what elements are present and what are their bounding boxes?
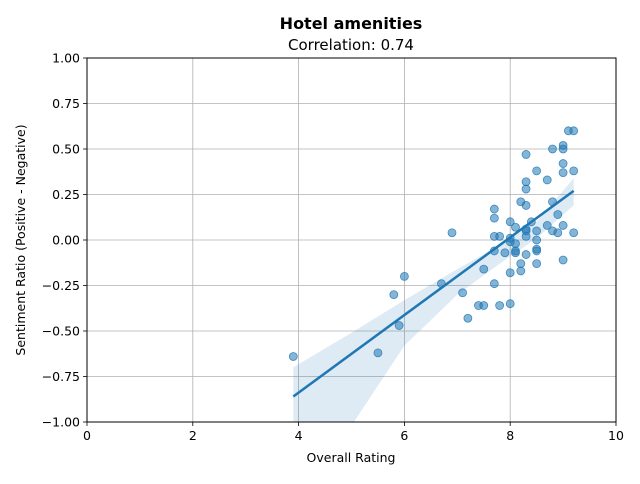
- x-tick-label: 0: [83, 428, 91, 443]
- data-point: [511, 248, 520, 258]
- y-axis-label: Sentiment Ratio (Positive - Negative): [13, 124, 28, 355]
- y-tick-label: 0.00: [52, 233, 80, 248]
- data-point: [394, 321, 404, 330]
- data-point: [500, 248, 510, 258]
- data-point: [511, 222, 520, 232]
- x-tick-label: 2: [189, 428, 197, 443]
- data-point: [511, 239, 520, 249]
- y-tick-label: −1.00: [42, 415, 80, 430]
- data-point: [542, 221, 552, 230]
- y-tick-label: 0.25: [52, 187, 80, 202]
- y-tick-label: −0.75: [42, 369, 80, 384]
- data-point: [288, 352, 298, 361]
- data-point: [558, 144, 568, 154]
- data-point: [553, 228, 563, 238]
- data-point: [558, 221, 568, 230]
- data-point: [532, 166, 542, 176]
- x-tick-label: 6: [400, 428, 408, 443]
- chart-title: Hotel amenities: [280, 14, 423, 33]
- data-point: [505, 217, 515, 227]
- y-tick-label: 0.75: [52, 96, 80, 111]
- x-axis-label: Overall Rating: [307, 450, 396, 465]
- regression-line-layer: [292, 189, 575, 398]
- data-point: [495, 231, 505, 241]
- x-tick-label: 10: [608, 428, 624, 443]
- data-point: [458, 288, 467, 298]
- data-point: [516, 266, 526, 276]
- data-point: [542, 175, 552, 185]
- data-points: [288, 126, 579, 361]
- regression-line: [292, 189, 575, 398]
- data-point: [558, 168, 568, 178]
- data-point: [505, 299, 515, 309]
- data-point: [516, 259, 526, 269]
- data-point: [389, 290, 399, 300]
- confidence-band-layer: [293, 178, 574, 422]
- y-tick-label: −0.25: [42, 278, 80, 293]
- data-point: [373, 348, 383, 358]
- data-point: [532, 259, 542, 269]
- data-point: [479, 301, 489, 310]
- y-tick-label: −0.50: [42, 324, 80, 339]
- data-point: [505, 268, 515, 278]
- data-point: [521, 231, 531, 241]
- data-point: [532, 246, 542, 256]
- data-point: [447, 228, 457, 238]
- chart-subtitle: Correlation: 0.74: [288, 36, 414, 54]
- data-point: [479, 264, 489, 274]
- data-point: [463, 313, 473, 323]
- x-axis-ticks: 0 2 4 6 8 10: [83, 422, 624, 443]
- y-tick-label: 1.00: [52, 51, 80, 66]
- data-point: [521, 150, 531, 159]
- data-point: [521, 184, 531, 194]
- y-tick-label: 0.50: [52, 142, 80, 157]
- data-point: [569, 228, 579, 238]
- data-point: [569, 126, 579, 136]
- data-point: [399, 271, 409, 281]
- data-point: [489, 204, 499, 214]
- data-point: [521, 201, 531, 210]
- data-point: [521, 177, 531, 187]
- data-point: [558, 255, 568, 265]
- data-point: [532, 226, 542, 236]
- x-tick-label: 4: [295, 428, 303, 443]
- y-axis-ticks: −1.00 −0.75 −0.50 −0.25 0.00 0.25 0.50 0.75 1.00: [42, 51, 87, 430]
- data-point: [489, 213, 499, 223]
- data-point: [489, 279, 499, 289]
- confidence-band: [293, 178, 574, 422]
- data-point: [495, 301, 505, 310]
- data-point: [521, 250, 531, 259]
- data-point: [532, 235, 542, 245]
- data-point: [553, 210, 563, 219]
- data-point: [548, 144, 557, 154]
- x-tick-label: 8: [506, 428, 514, 443]
- data-point: [569, 166, 579, 176]
- data-point: [558, 159, 568, 168]
